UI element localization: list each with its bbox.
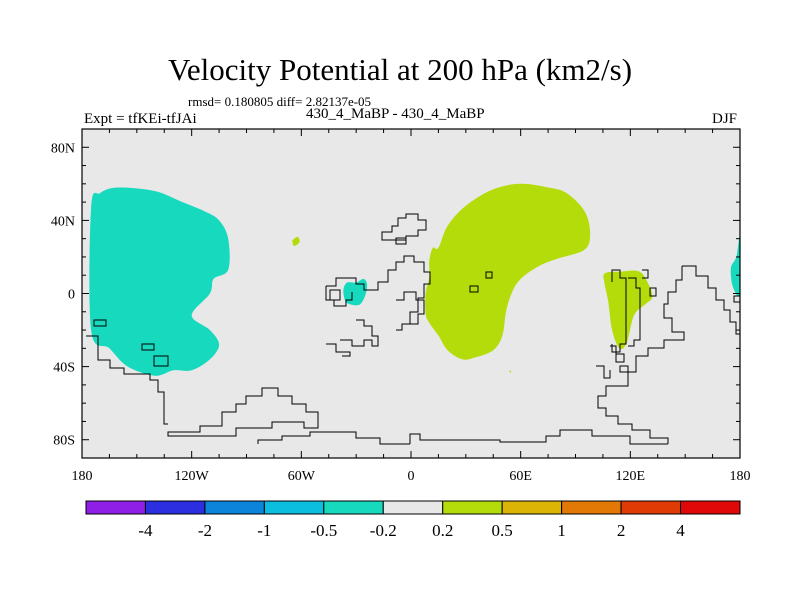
coastline-8: [326, 343, 351, 357]
colorbar-box-9: [561, 500, 622, 515]
coastline-11: [649, 287, 657, 297]
contour-region-3: [730, 235, 740, 297]
colorbar-box-4: [263, 500, 325, 515]
coastline-4: [325, 286, 353, 307]
coastline-27: [93, 319, 107, 327]
colorbar-label: 2: [617, 521, 626, 540]
coastline-14: [642, 269, 649, 279]
coastline-21: [620, 339, 676, 387]
map-layer: [82, 129, 740, 458]
coastlines: [86, 213, 740, 445]
coastline-24: [257, 431, 410, 445]
colorbar-box-8: [501, 500, 563, 515]
coastline-30: [733, 295, 740, 303]
colorbar-label: -0.2: [370, 521, 397, 540]
colorbar-box-7: [442, 500, 503, 515]
coastline-10: [485, 271, 493, 279]
colorbar-box-2: [144, 500, 206, 515]
experiment-label: Expt = tfKEi-tfJAi: [84, 111, 197, 127]
coastline-1: [381, 213, 427, 241]
season-label: DJF: [712, 111, 738, 127]
coastline-layer: [86, 213, 740, 445]
coastline-25: [167, 387, 319, 437]
chart-title: Velocity Potential at 200 hPa (km2/s): [167, 52, 633, 87]
y-tick-label: 80S: [53, 434, 75, 449]
coastline-22: [597, 385, 669, 444]
colorbar-box-10: [620, 500, 682, 515]
contour-region-7: [509, 370, 512, 373]
x-tick-label: 120W: [175, 469, 210, 484]
y-tick-label: 40N: [51, 214, 75, 229]
coastline-28: [141, 343, 155, 351]
contour-regions: [89, 183, 740, 376]
colorbar-label: -2: [198, 521, 212, 540]
contour-region-2: [343, 278, 368, 306]
coastline-18: [596, 365, 611, 379]
x-tick-label: 180: [72, 469, 93, 484]
y-tick-label: 80N: [51, 141, 75, 156]
coastline-29: [153, 355, 169, 367]
coastline-26: [86, 335, 168, 425]
x-tick-label: 180: [730, 469, 751, 484]
colorbar-box-3: [204, 500, 265, 515]
coastline-16: [615, 353, 625, 363]
x-tick-label: 120E: [616, 469, 646, 484]
x-tick-label: 0: [408, 469, 415, 484]
x-tick-label: 60W: [288, 469, 316, 484]
coastline-23: [409, 429, 668, 445]
colorbar-box-5: [323, 500, 384, 515]
coastline-19: [682, 265, 740, 335]
coastline-15: [610, 345, 617, 354]
coastline-13: [628, 277, 641, 347]
x-tick-label: 60E: [509, 469, 532, 484]
stats-label: rmsd= 0.180805 diff= 2.82137e-05: [188, 94, 372, 109]
colorbar-label: 0.2: [432, 521, 453, 540]
contour-region-6: [291, 236, 300, 247]
colorbar-label: 0.5: [492, 521, 513, 540]
colorbar-box-6: [382, 500, 444, 515]
axis-layer: 180 120W 60W 0 60E 120E 180 80N 40N 0 40S 80S: [51, 128, 751, 484]
colorbar-label: 4: [676, 521, 685, 540]
contour-region-1: [89, 187, 230, 376]
contour-region-4: [425, 183, 591, 360]
colorbar-label: 1: [557, 521, 566, 540]
coastline-7: [340, 319, 379, 347]
y-tick-label: 40S: [53, 361, 75, 376]
colorbar-label: -1: [257, 521, 271, 540]
coastline-5: [396, 291, 425, 325]
case-label: 430_4_MaBP - 430_4_MaBP: [306, 106, 485, 122]
colorbar-label: -0.5: [310, 521, 337, 540]
coastline-20: [663, 266, 685, 341]
coastline-6: [329, 289, 341, 301]
coastline-2: [395, 237, 407, 245]
coastline-9: [469, 285, 479, 293]
colorbar-box-1: [85, 500, 146, 515]
y-tick-label: 0: [68, 288, 75, 303]
colorbar-label: -4: [138, 521, 153, 540]
coastline-3: [326, 255, 431, 331]
colorbar: -4 -2 -1 -0.5 -0.2 0.2 0.5 1 2 4: [85, 500, 741, 540]
colorbar-box-11: [680, 500, 741, 515]
